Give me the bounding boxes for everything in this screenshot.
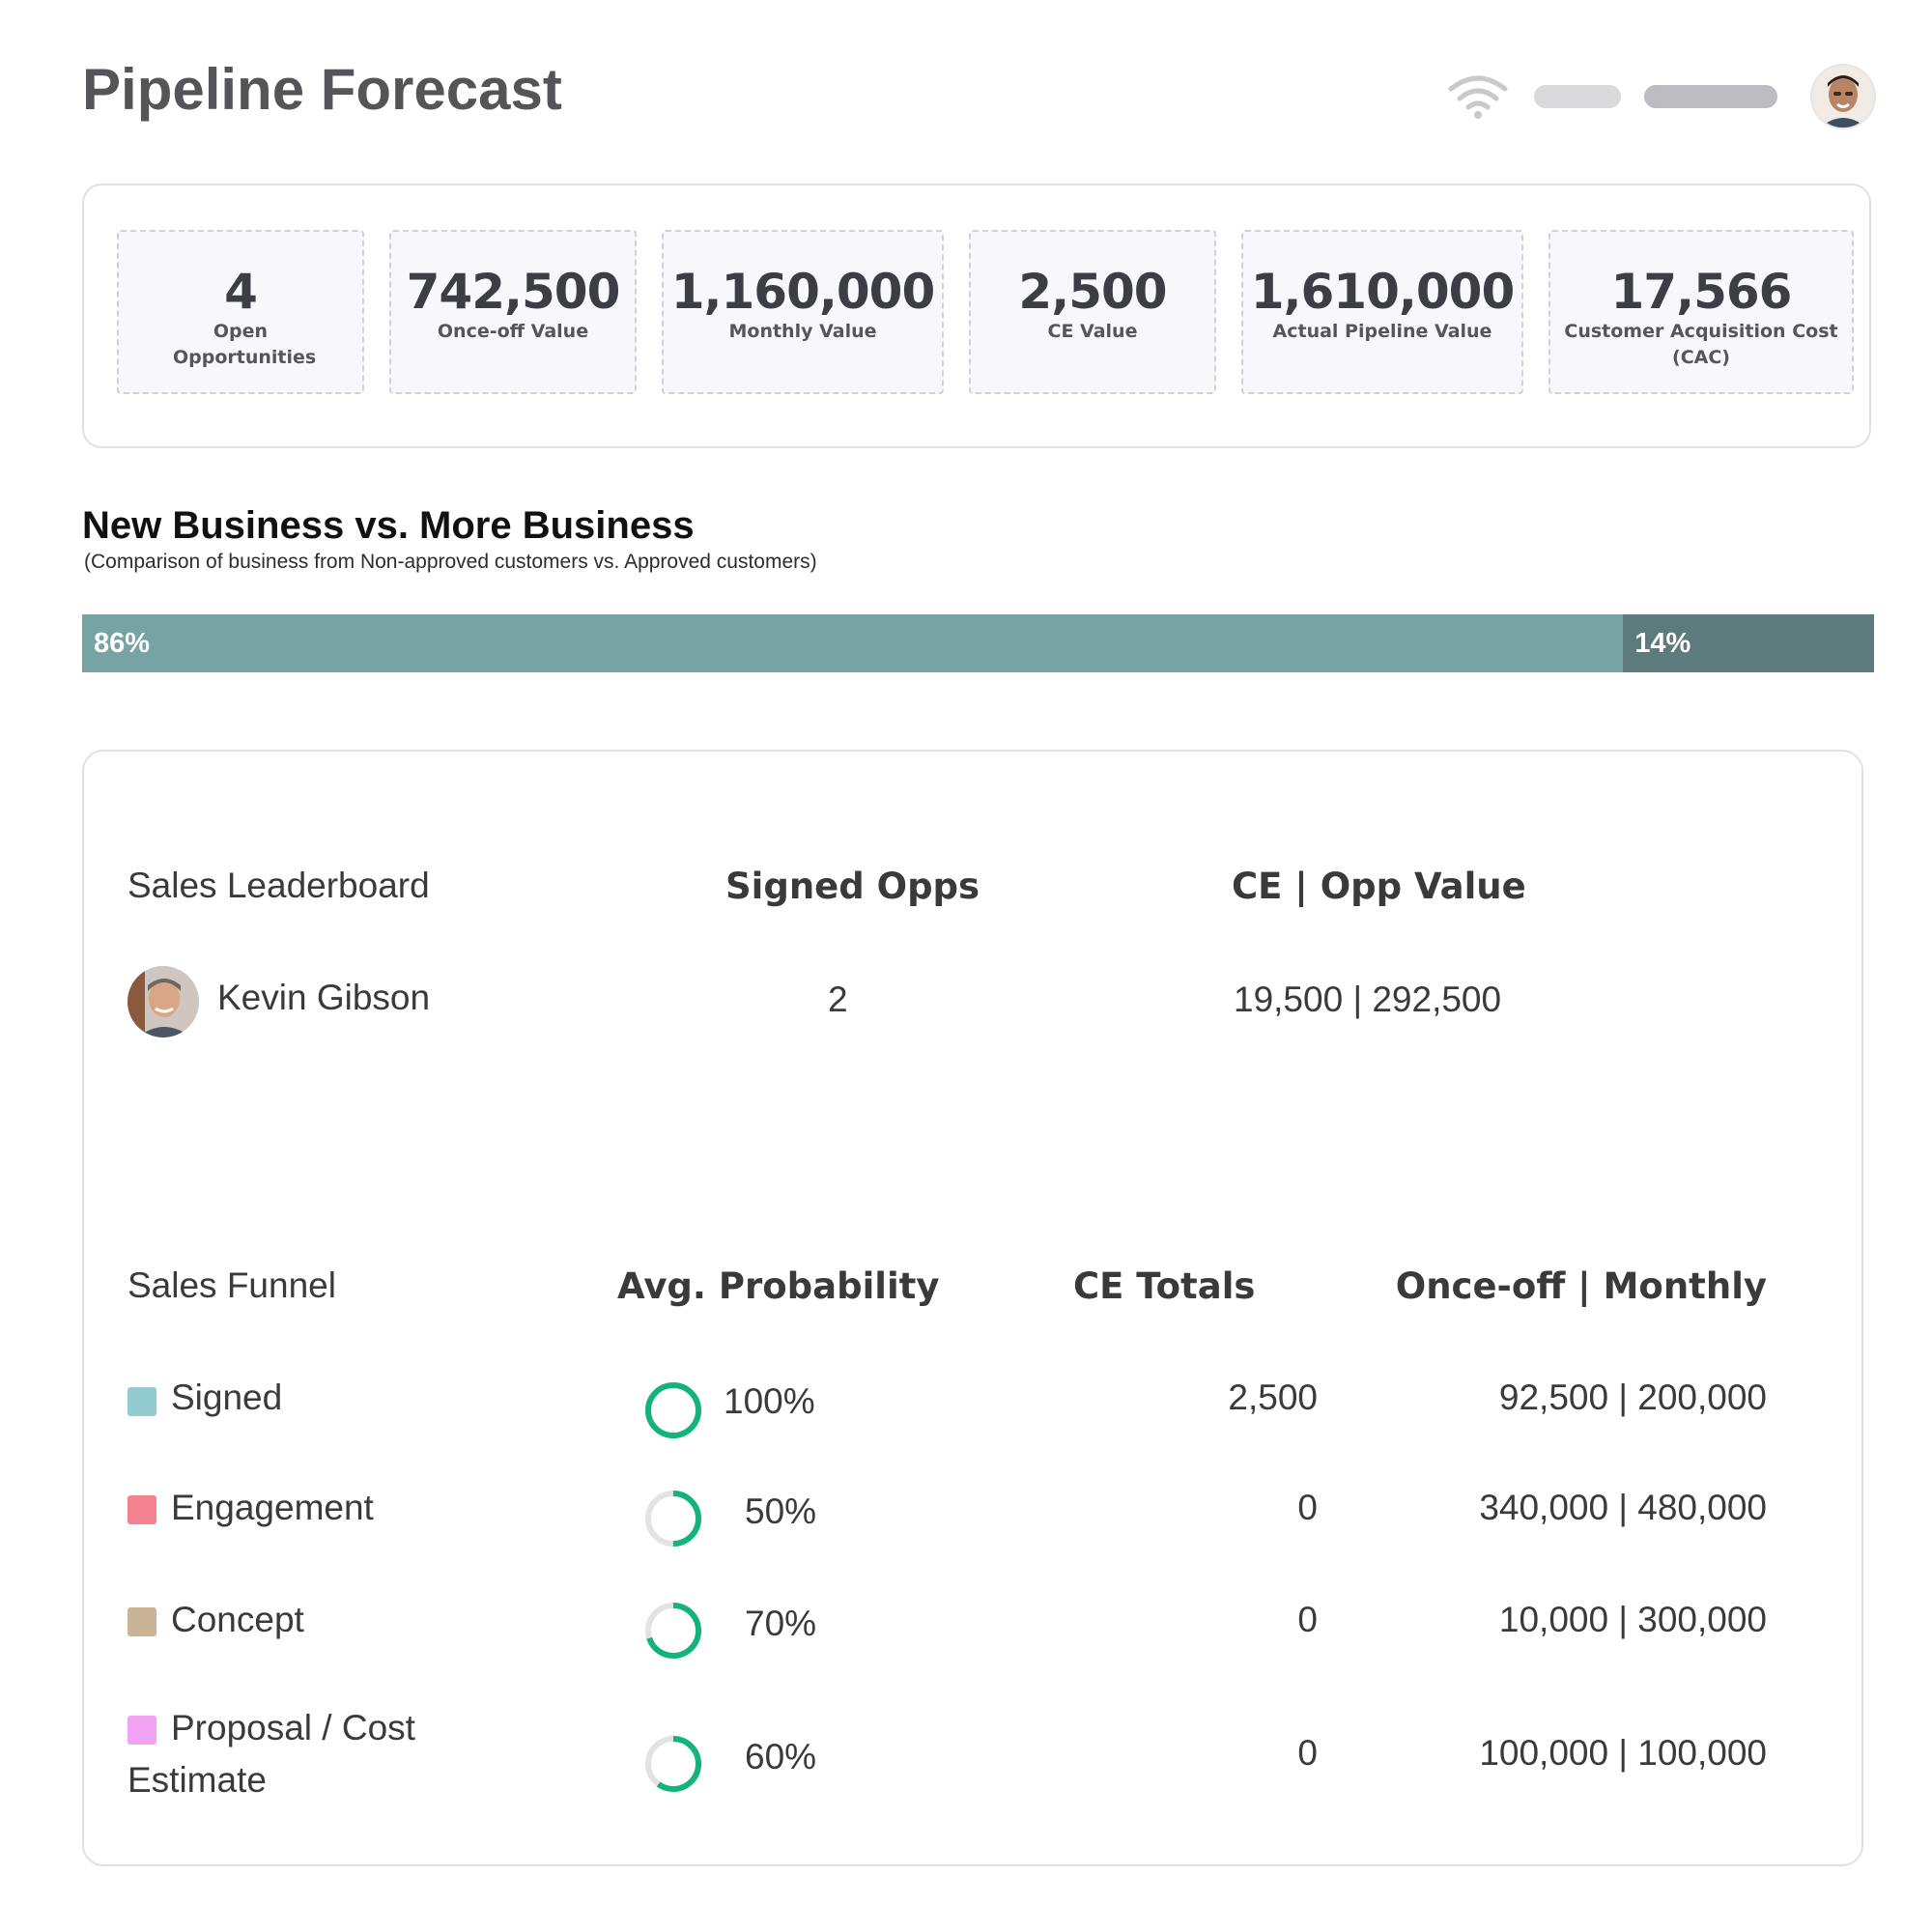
kpi-label: Once-off Value (437, 321, 589, 342)
funnel-probability: 100% (724, 1381, 815, 1421)
funnel-header-once-off-monthly: Once-off | Monthly (1395, 1265, 1767, 1307)
kpi-card-actual-pipeline-value: 1,610,000 Actual Pipeline Value (1241, 230, 1523, 394)
funnel-stage-swatch (128, 1495, 156, 1524)
funnel-ce-total: 0 (1297, 1733, 1318, 1773)
kpi-value: 1,610,000 (1250, 264, 1516, 320)
funnel-header-avg-probability: Avg. Probability (617, 1265, 940, 1307)
user-avatar-icon (1812, 66, 1874, 128)
new-business-percent: 86% (94, 627, 151, 659)
funnel-header-ce-totals: CE Totals (1073, 1265, 1256, 1307)
funnel-once-off-monthly: 10,000 | 300,000 (1498, 1600, 1767, 1639)
page-title: Pipeline Forecast (82, 57, 562, 122)
kpi-card-monthly-value: 1,160,000 Monthly Value (662, 230, 944, 394)
funnel-once-off-monthly: 92,500 | 200,000 (1498, 1378, 1767, 1417)
leaderboard-header-ce-opp-value: CE | Opp Value (1232, 866, 1526, 907)
kpi-value: 742,500 (406, 264, 621, 320)
funnel-ce-total: 0 (1297, 1488, 1318, 1527)
status-pill-long (1644, 85, 1777, 108)
kpi-card-ce-value: 2,500 CE Value (969, 230, 1216, 394)
probability-ring-icon (645, 1491, 701, 1547)
person-avatar-icon (128, 966, 199, 1037)
funnel-once-off-monthly: 340,000 | 480,000 (1479, 1488, 1767, 1527)
leaderboard-ce-opp-value: 19,500 | 292,500 (1234, 980, 1502, 1019)
leaderboard-name: Kevin Gibson (217, 978, 431, 1017)
business-split-title: New Business vs. More Business (82, 504, 695, 547)
funnel-probability: 60% (745, 1737, 817, 1776)
kpi-panel: 4 Open Opportunities 742,500 Once-off Va… (82, 184, 1871, 448)
funnel-stage-swatch (128, 1607, 156, 1636)
funnel-probability: 70% (745, 1604, 817, 1643)
funnel-stage-label: Engagement (171, 1488, 374, 1527)
kpi-value: 2,500 (1018, 264, 1167, 320)
more-business-segment: 14% (1623, 614, 1874, 672)
kpi-value: 17,566 (1610, 264, 1793, 320)
kpi-label: Monthly Value (728, 321, 877, 342)
funnel-title: Sales Funnel (128, 1265, 336, 1305)
business-split-subtitle: (Comparison of business from Non-approve… (84, 551, 817, 573)
more-business-percent: 14% (1634, 627, 1691, 659)
kpi-label: Open Opportunities (173, 321, 317, 368)
funnel-stage-label: Concept (171, 1600, 304, 1639)
funnel-stage-label: Signed (171, 1378, 283, 1417)
probability-ring-icon (645, 1603, 701, 1659)
wifi-icon (1448, 75, 1508, 119)
kpi-card-customer-acquisition-cost: 17,566 Customer Acquisition Cost (CAC) (1548, 230, 1854, 394)
new-business-segment: 86% (82, 614, 1624, 672)
leaderboard-title: Sales Leaderboard (128, 866, 430, 905)
kpi-card-open-opportunities: 4 Open Opportunities (117, 230, 364, 394)
leaderboard-funnel-panel: Sales Leaderboard Signed Opps CE | Opp V… (82, 750, 1863, 1866)
kpi-label: Customer Acquisition Cost (CAC) (1564, 321, 1838, 368)
kpi-card-once-off-value: 742,500 Once-off Value (389, 230, 637, 394)
funnel-stage-label-line1: Proposal / Cost (171, 1708, 415, 1747)
funnel-once-off-monthly: 100,000 | 100,000 (1479, 1733, 1767, 1773)
funnel-ce-total: 0 (1297, 1600, 1318, 1639)
kpi-label: CE Value (1047, 321, 1138, 342)
probability-ring-icon (645, 1736, 701, 1792)
funnel-probability: 50% (745, 1492, 817, 1531)
funnel-ce-total: 2,500 (1228, 1378, 1318, 1417)
business-split-bar: 86% 14% (82, 614, 1874, 672)
leaderboard-avatar (128, 966, 199, 1037)
user-avatar[interactable] (1810, 64, 1876, 129)
kpi-label: Actual Pipeline Value (1272, 321, 1492, 342)
kpi-value: 4 (224, 264, 258, 320)
leaderboard-header-signed-opps: Signed Opps (725, 866, 980, 907)
funnel-stage-swatch (128, 1716, 156, 1745)
leaderboard-signed-opps: 2 (828, 980, 848, 1019)
header-status-area (1447, 64, 1876, 129)
funnel-stage-swatch (128, 1387, 156, 1416)
probability-ring-icon (645, 1382, 701, 1438)
funnel-stage-label-line2: Estimate (128, 1760, 267, 1800)
status-pill-short (1534, 85, 1621, 108)
kpi-value: 1,160,000 (670, 264, 936, 320)
